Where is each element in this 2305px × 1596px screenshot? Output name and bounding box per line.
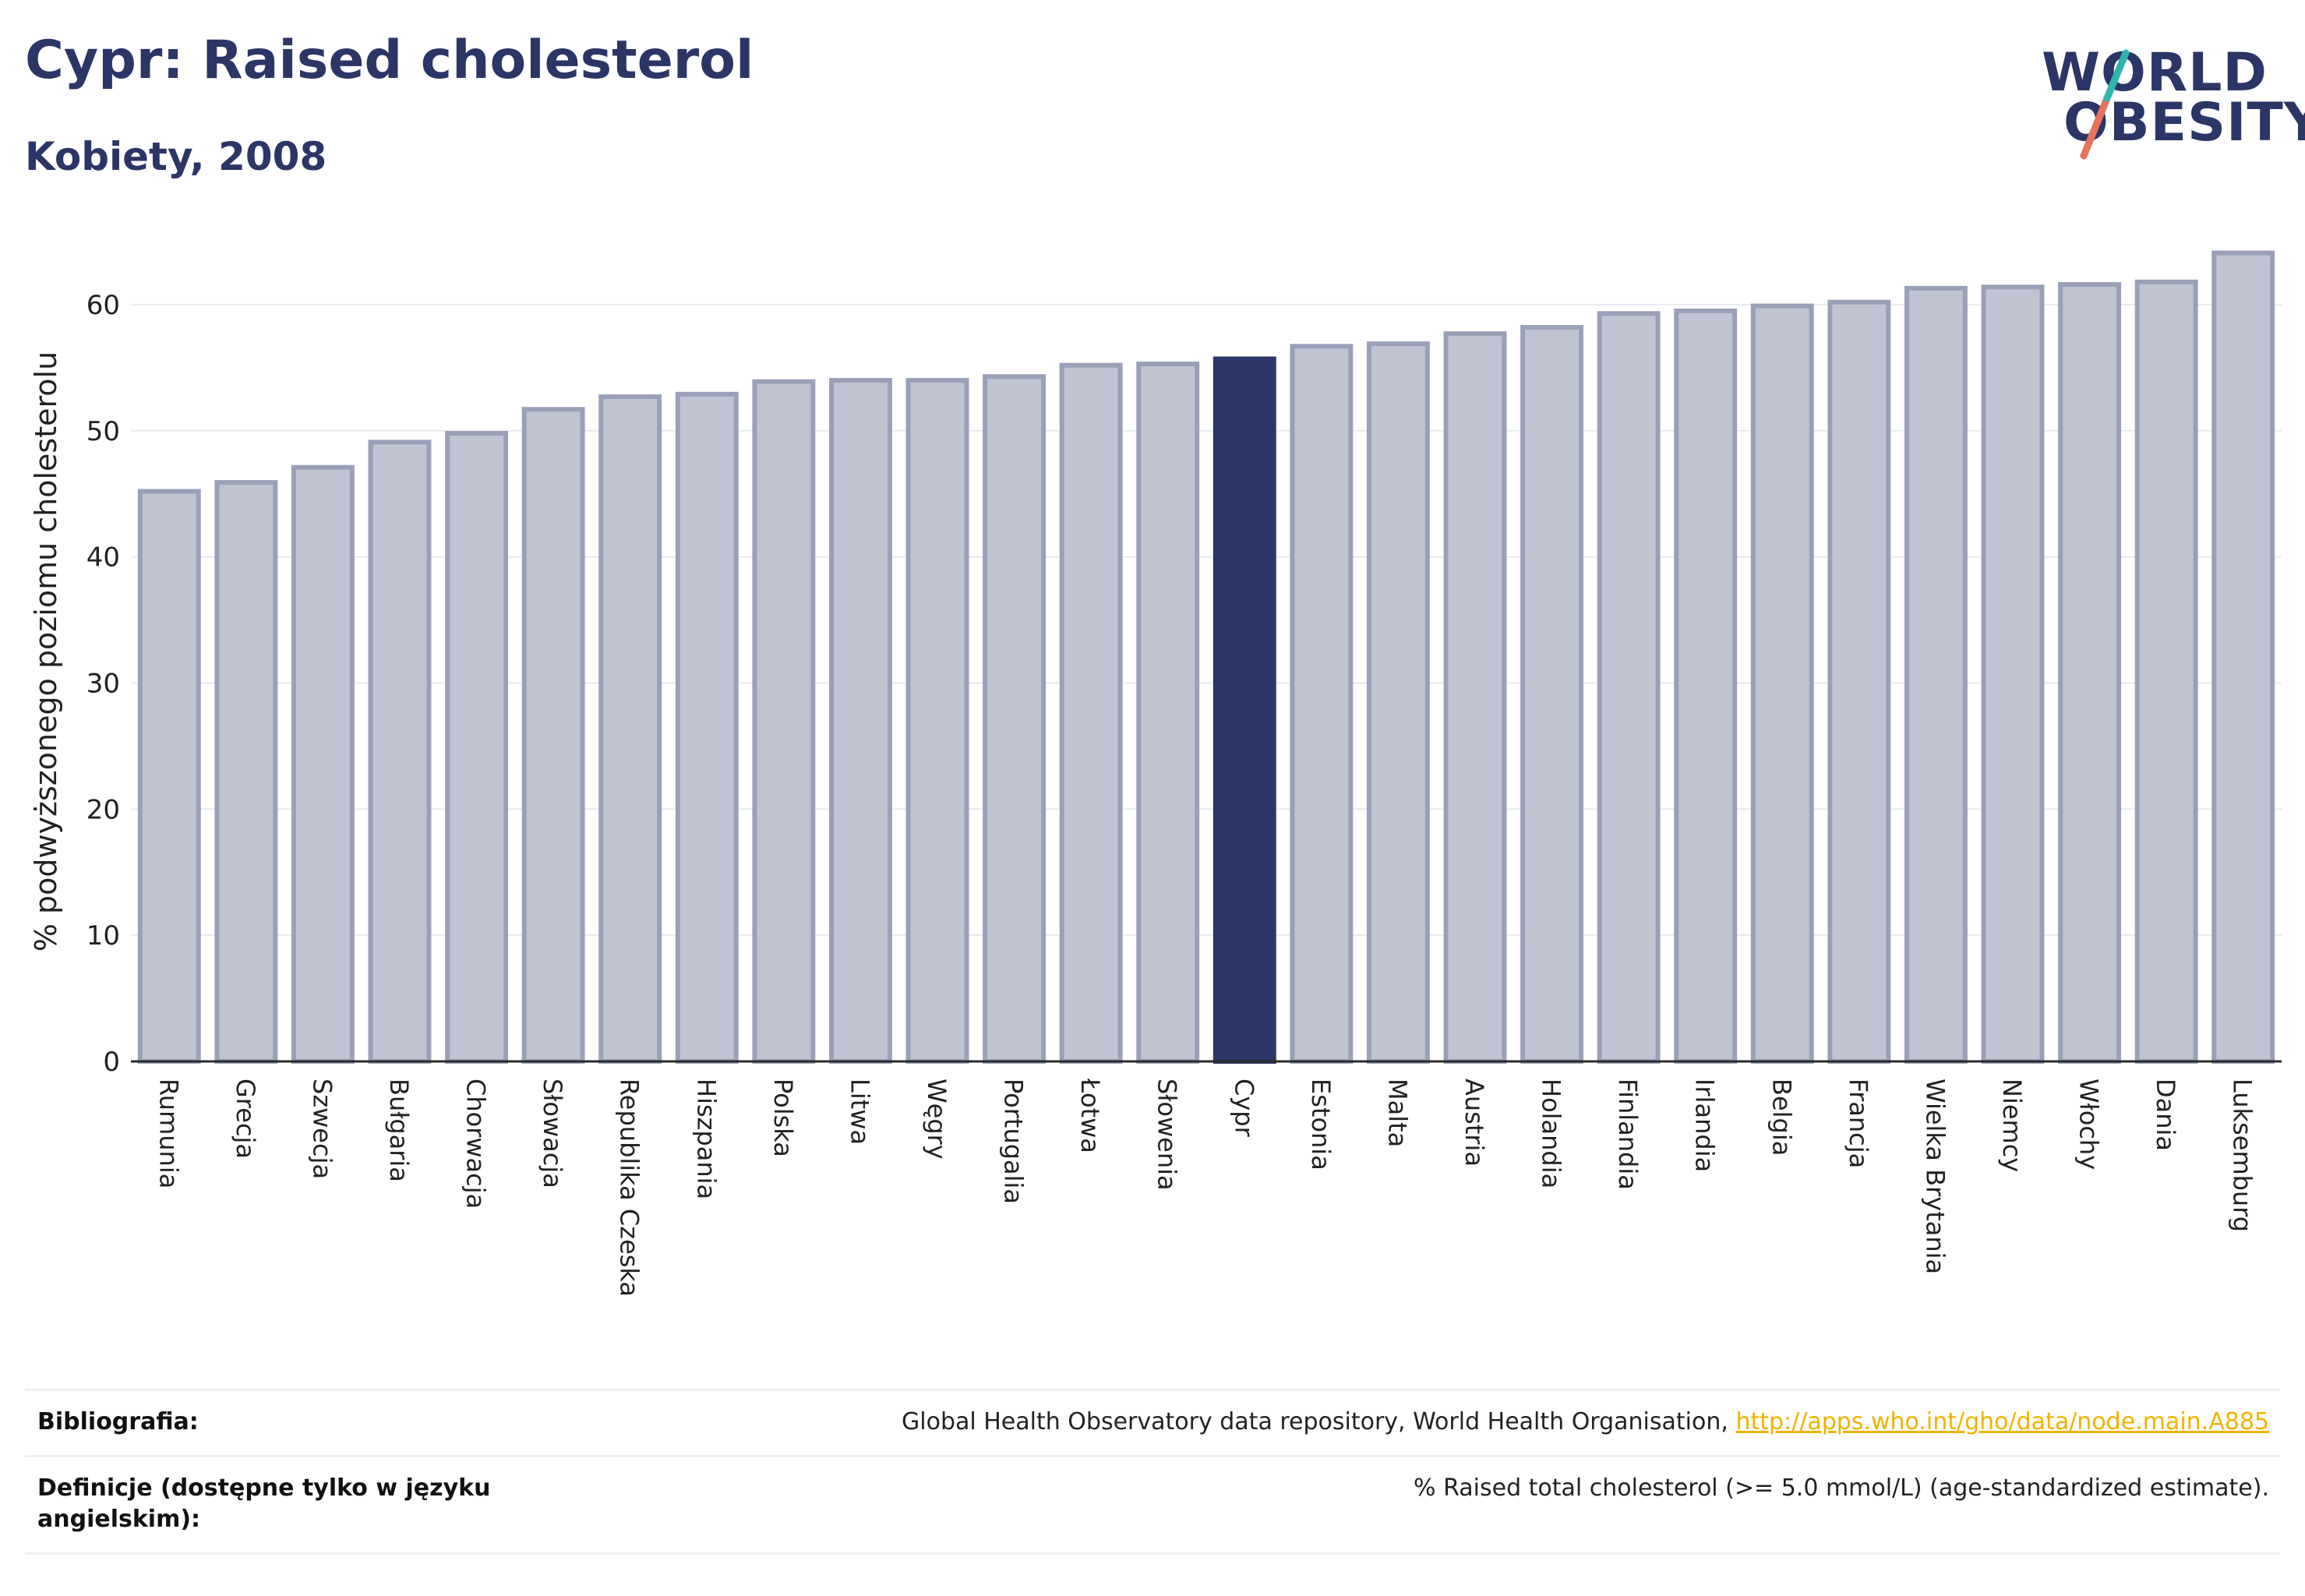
x-tick-label: Rumunia bbox=[154, 1079, 183, 1188]
bar-włochy[interactable] bbox=[2058, 282, 2122, 1064]
bibliography-row: Bibliografia: Global Health Observatory … bbox=[25, 1389, 2280, 1455]
definitions-value: % Raised total cholesterol (>= 5.0 mmol/… bbox=[1414, 1474, 2269, 1502]
bar-chart: 0 10 20 30 40 50 60 Rumunia Grecja Szwecja Bułgar… bbox=[29, 250, 2282, 1297]
y-axis-title: % podwyższonego poziomu cholesterolu bbox=[29, 351, 63, 952]
x-tick-label: Niemcy bbox=[1997, 1079, 2027, 1172]
bar-luksemburg[interactable] bbox=[2211, 250, 2275, 1064]
x-tick-label: Litwa bbox=[845, 1079, 874, 1145]
x-tick-label: Włochy bbox=[2074, 1079, 2104, 1170]
x-tick-label: Łotwa bbox=[1075, 1078, 1105, 1153]
x-tick-label: Słowacja bbox=[538, 1079, 567, 1188]
bar-hiszpania[interactable] bbox=[675, 391, 739, 1064]
x-tick-label: Chorwacja bbox=[461, 1079, 491, 1209]
bars bbox=[137, 250, 2275, 1065]
chart-subtitle: Kobiety, 2008 bbox=[25, 134, 327, 179]
x-tick-label: Finlandia bbox=[1613, 1079, 1643, 1190]
x-tick-label: Portugalia bbox=[999, 1079, 1029, 1204]
bar-austria[interactable] bbox=[1443, 331, 1507, 1064]
y-tick-label: 10 bbox=[86, 920, 120, 952]
x-tick-label: Malta bbox=[1382, 1079, 1412, 1147]
bar-rumunia[interactable] bbox=[137, 489, 201, 1064]
x-tick-label: Polska bbox=[768, 1079, 798, 1157]
bar-irlandia[interactable] bbox=[1674, 309, 1738, 1064]
x-tick-label: Francja bbox=[1844, 1079, 1873, 1168]
bar-grecja[interactable] bbox=[214, 480, 278, 1064]
x-tick-label: Luksemburg bbox=[2228, 1079, 2257, 1232]
bibliography-label: Bibliografia: bbox=[37, 1408, 199, 1435]
x-tick-label: Hiszpania bbox=[691, 1079, 721, 1199]
x-tick-label: Węgry bbox=[922, 1079, 951, 1160]
bar-słowacja[interactable] bbox=[521, 407, 585, 1064]
definitions-label: Definicje (dostępne tylko w języku angie… bbox=[37, 1474, 491, 1533]
x-tick-label: Wielka Brytania bbox=[1920, 1079, 1950, 1274]
bar-holandia[interactable] bbox=[1520, 325, 1584, 1065]
bar-malta[interactable] bbox=[1366, 341, 1430, 1064]
x-tick-label: Republika Czeska bbox=[615, 1079, 644, 1297]
bar-cypr[interactable] bbox=[1213, 356, 1276, 1065]
bar-szwecja[interactable] bbox=[291, 464, 355, 1064]
bibliography-text: Global Health Observatory data repositor… bbox=[902, 1408, 1736, 1435]
bar-bułgaria[interactable] bbox=[368, 440, 432, 1064]
footer: Bibliografia: Global Health Observatory … bbox=[25, 1389, 2280, 1555]
bar-portugalia[interactable] bbox=[983, 374, 1047, 1064]
y-axis-ticks: 0 10 20 30 40 50 60 bbox=[86, 290, 120, 1078]
x-tick-label: Estonia bbox=[1306, 1079, 1336, 1171]
x-tick-label: Szwecja bbox=[307, 1079, 337, 1179]
chart-title: Cypr: Raised cholesterol bbox=[25, 30, 754, 91]
y-tick-label: 60 bbox=[86, 290, 120, 321]
x-tick-label: Słowenia bbox=[1152, 1079, 1182, 1191]
x-tick-label: Dania bbox=[2151, 1079, 2180, 1151]
bar-finlandia[interactable] bbox=[1597, 311, 1661, 1064]
x-tick-label: Grecja bbox=[231, 1079, 260, 1159]
bar-litwa[interactable] bbox=[828, 378, 892, 1064]
bibliography-link[interactable]: http://apps.who.int/gho/data/node.main.A… bbox=[1735, 1408, 2269, 1435]
y-tick-label: 20 bbox=[86, 794, 120, 825]
bar-estonia[interactable] bbox=[1290, 344, 1354, 1064]
x-axis-labels: Rumunia Grecja Szwecja Bułgaria Chorwacja Sło… bbox=[154, 1078, 2257, 1297]
bar-republika-czeska[interactable] bbox=[598, 394, 662, 1065]
logo-slash-icon bbox=[2080, 49, 2130, 160]
x-tick-label: Bułgaria bbox=[384, 1079, 414, 1182]
y-tick-label: 0 bbox=[103, 1047, 120, 1078]
x-tick-label: Austria bbox=[1460, 1079, 1489, 1167]
bar-węgry[interactable] bbox=[905, 378, 969, 1064]
bar-francja[interactable] bbox=[1827, 299, 1891, 1064]
x-tick-label: Irlandia bbox=[1690, 1079, 1720, 1172]
bar-niemcy[interactable] bbox=[1981, 284, 2045, 1065]
definitions-row: Definicje (dostępne tylko w języku angie… bbox=[25, 1455, 2280, 1555]
y-tick-label: 30 bbox=[86, 668, 120, 699]
bar-dania[interactable] bbox=[2134, 279, 2198, 1064]
bar-łotwa[interactable] bbox=[1059, 362, 1123, 1064]
bar-belgia[interactable] bbox=[1750, 303, 1814, 1064]
y-tick-label: 50 bbox=[86, 416, 120, 447]
x-tick-label: Holandia bbox=[1537, 1079, 1566, 1188]
logo-word-world: WORLD bbox=[2042, 42, 2268, 104]
world-obesity-logo: WORLD OBESITY bbox=[2026, 23, 2305, 164]
y-tick-label: 40 bbox=[86, 542, 120, 574]
x-tick-label: Cypr bbox=[1229, 1079, 1258, 1138]
bar-wielka-brytania[interactable] bbox=[1904, 285, 1968, 1065]
bar-słowenia[interactable] bbox=[1136, 361, 1200, 1064]
bibliography-value: Global Health Observatory data repositor… bbox=[902, 1407, 2269, 1438]
bar-chorwacja[interactable] bbox=[445, 431, 509, 1064]
bar-polska[interactable] bbox=[752, 379, 816, 1064]
x-tick-label: Belgia bbox=[1767, 1079, 1796, 1156]
